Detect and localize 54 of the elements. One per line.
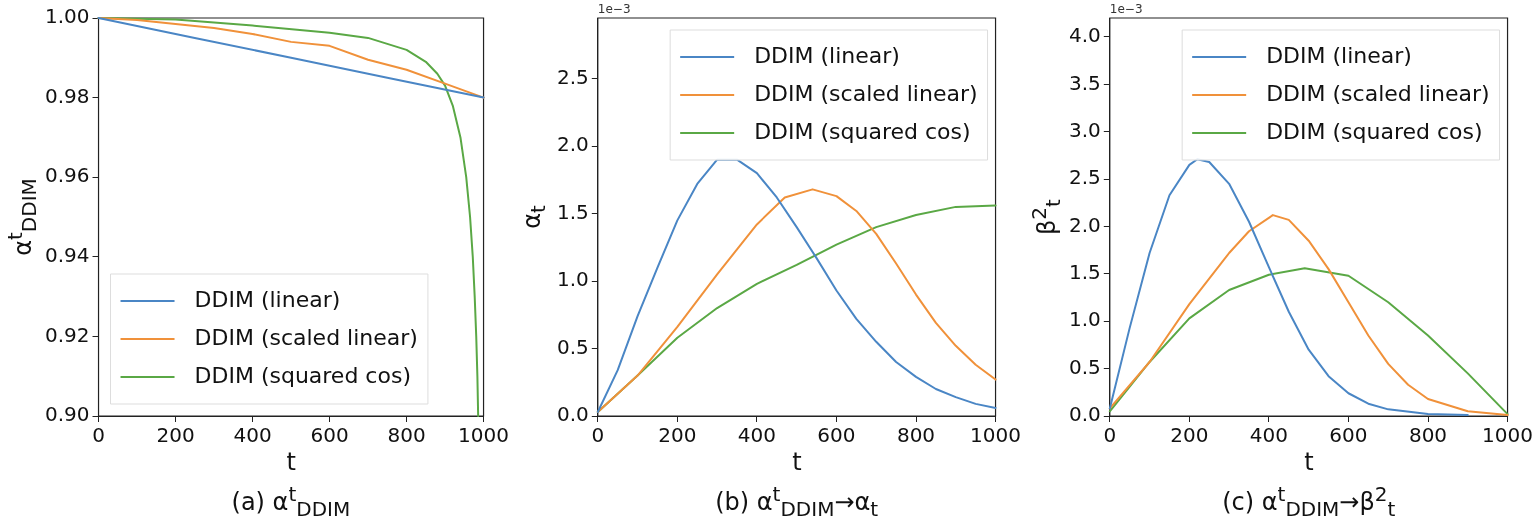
- x-axis-title: t: [286, 448, 296, 476]
- y-tick-label: 1.5: [556, 199, 589, 224]
- y-tick-label: 0.92: [45, 322, 90, 347]
- legend-label: DDIM (squared cos): [754, 118, 971, 144]
- x-axis-title: t: [792, 448, 802, 476]
- y-tick-label: 0.90: [45, 402, 90, 427]
- text: 1e−3: [1109, 2, 1143, 17]
- y-tick-label: 0.5: [1068, 354, 1101, 379]
- x-tick-label: 400: [1249, 423, 1288, 448]
- y-tick-label: 2.5: [1068, 165, 1101, 190]
- y-tick-label: 0.5: [556, 334, 589, 359]
- y-tick-label: 0.96: [45, 163, 90, 188]
- x-tick-label: 1000: [1482, 423, 1533, 448]
- legend-label: DDIM (linear): [194, 286, 341, 312]
- x-tick-label: 1000: [458, 423, 509, 448]
- legend-label: DDIM (linear): [1266, 42, 1412, 68]
- text: (b) α$^{t}$$_{DDIM}$→α$_{t}$: [715, 482, 879, 521]
- x-tick-label: 0: [92, 423, 105, 448]
- x-tick-label: 400: [737, 423, 776, 448]
- y-tick-label: 2.0: [556, 132, 589, 157]
- x-tick-label: 800: [1408, 423, 1448, 448]
- x-tick-label: 600: [817, 423, 856, 448]
- y-tick-label: 3.0: [1068, 117, 1101, 142]
- y-tick-label: 1.0: [556, 267, 589, 292]
- legend-label: DDIM (scaled linear): [754, 80, 978, 106]
- x-tick-label: 400: [233, 423, 272, 448]
- x-tick-label: 200: [156, 423, 195, 448]
- legend-label: DDIM (scaled linear): [194, 324, 418, 350]
- y-tick-label: 1.5: [1068, 260, 1101, 285]
- y-tick-label: 1.00: [45, 4, 90, 29]
- text: 1e−3: [597, 2, 631, 17]
- x-tick-label: 600: [1329, 423, 1368, 448]
- x-tick-label: 200: [1170, 423, 1209, 448]
- y-tick-label: 0.0: [556, 402, 589, 427]
- x-tick-label: 800: [896, 423, 936, 448]
- y-tick-label: 0.98: [45, 83, 90, 108]
- x-tick-label: 1000: [970, 423, 1021, 448]
- x-tick-label: 0: [1103, 423, 1117, 448]
- y-tick-label: 0.94: [45, 243, 90, 267]
- legend-label: DDIM (squared cos): [194, 362, 411, 388]
- y-tick-label: 1.0: [1068, 307, 1101, 332]
- x-tick-label: 0: [591, 423, 605, 448]
- y-tick-label: 4.0: [1068, 23, 1101, 48]
- y-tick-label: 3.5: [1068, 70, 1101, 95]
- y-tick-label: 2.0: [1068, 212, 1101, 237]
- x-axis-title: t: [1304, 448, 1314, 476]
- x-tick-label: 800: [387, 423, 426, 448]
- y-tick-label: 2.5: [556, 64, 589, 89]
- legend-label: DDIM (squared cos): [1266, 118, 1483, 144]
- x-tick-label: 600: [310, 423, 349, 448]
- y-tick-label: 0.0: [1068, 402, 1101, 427]
- x-tick-label: 200: [658, 423, 697, 448]
- legend-label: DDIM (scaled linear): [1266, 80, 1490, 106]
- legend-label: DDIM (linear): [754, 42, 900, 68]
